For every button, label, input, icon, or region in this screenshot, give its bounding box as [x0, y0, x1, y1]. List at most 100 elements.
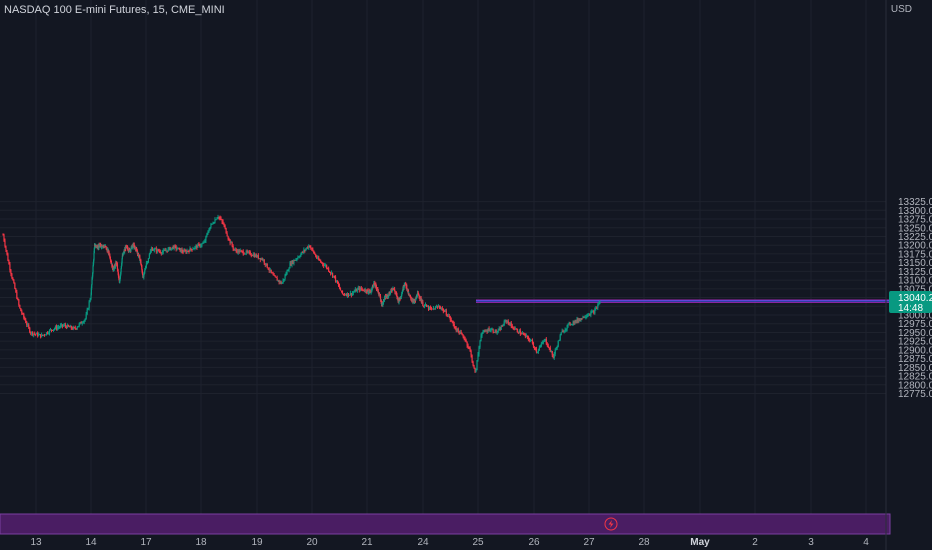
candle-body: [258, 258, 260, 259]
candle-body: [481, 333, 483, 336]
candle-body: [186, 250, 188, 253]
candle-body: [168, 247, 170, 249]
candle-body: [520, 333, 522, 335]
candle-body: [69, 326, 71, 328]
candle-body: [153, 248, 155, 251]
candle-body: [355, 289, 357, 292]
candle-body: [271, 272, 273, 274]
candle-body: [246, 251, 248, 253]
candle-body: [292, 261, 294, 264]
candle-body: [322, 262, 324, 265]
candle-body: [65, 326, 67, 328]
candle-body: [196, 245, 198, 248]
candle-body: [439, 306, 441, 309]
price-tick-label: 13125.00: [898, 267, 932, 278]
candle-body: [363, 290, 365, 292]
candle-body: [536, 351, 539, 353]
candle-body: [223, 223, 225, 226]
candle-body: [361, 289, 363, 291]
candle-body: [505, 320, 507, 322]
candle-body: [34, 333, 36, 335]
candle-body: [360, 287, 362, 290]
candle-body: [527, 336, 529, 340]
time-axis[interactable]: 13 14 17 18 19 20 21 24 25 26 27 28 May 2 3 4: [30, 537, 869, 548]
candle-body: [66, 324, 68, 328]
candle-body: [471, 355, 473, 362]
candle-body: [23, 313, 25, 318]
candle-body: [538, 347, 540, 351]
candle-body: [448, 315, 450, 317]
candle-body: [59, 325, 62, 328]
candle-body: [480, 335, 482, 341]
candle-body: [479, 340, 481, 348]
candle-body: [235, 249, 237, 251]
candle-body: [38, 334, 40, 336]
price-levels: [476, 299, 890, 303]
symbol-exchange: CME_MINI: [170, 4, 225, 16]
candle-body: [577, 319, 579, 322]
candle-body: [310, 247, 312, 249]
candle-body: [440, 308, 442, 310]
candle-body: [7, 254, 9, 261]
candle-body: [318, 257, 320, 260]
candle-body: [528, 339, 531, 341]
candle-body: [147, 258, 150, 263]
candle-body: [8, 260, 10, 265]
candle-body: [177, 247, 179, 249]
candle-body: [27, 324, 29, 326]
candle-body: [463, 336, 465, 339]
candle-body: [532, 343, 535, 347]
price-tick-label: 13225.00: [898, 232, 932, 243]
candle-body: [11, 273, 13, 278]
candle-body: [405, 282, 407, 285]
candle-body: [2, 234, 4, 236]
candle-body: [214, 219, 216, 223]
candle-body: [36, 333, 38, 335]
candle-body: [416, 296, 418, 298]
candle-body: [41, 334, 43, 338]
candle-body: [117, 270, 119, 273]
candle-body: [50, 329, 53, 331]
lightning-bolt-button[interactable]: [604, 517, 618, 531]
candle-body: [297, 257, 299, 259]
candle-body: [277, 280, 279, 282]
candle-body: [441, 308, 443, 310]
candle-body: [398, 299, 400, 303]
candle-body: [165, 250, 167, 252]
candle-body: [286, 270, 288, 275]
candle-body: [289, 263, 291, 269]
candle-body: [359, 287, 361, 291]
candle-body: [145, 265, 147, 269]
candle-body: [540, 343, 542, 346]
candle-body: [304, 249, 306, 251]
candle-body: [580, 318, 582, 321]
candle-body: [252, 254, 254, 256]
symbol-interval: 15: [152, 4, 165, 16]
candle-body: [345, 294, 348, 296]
candle-body: [133, 244, 135, 247]
candle-body: [383, 296, 386, 300]
candle-body: [92, 266, 94, 273]
candle-body: [17, 298, 19, 300]
candle-body: [358, 287, 360, 291]
currency-label[interactable]: USD: [890, 4, 912, 15]
candle-body: [433, 308, 436, 310]
symbol-title[interactable]: NASDAQ 100 E-mini Futures, 15, CME_MINI: [4, 4, 225, 16]
candle-body: [590, 312, 592, 316]
candles: [2, 214, 601, 373]
candle-body: [112, 270, 115, 271]
candle-body: [537, 350, 539, 352]
candle-body: [77, 325, 79, 328]
candle-body: [112, 267, 114, 271]
candle-body: [197, 244, 199, 248]
candle-body: [146, 262, 149, 264]
candle-body: [57, 327, 60, 329]
price-tick-label: 12975.00: [898, 319, 932, 330]
candle-body: [89, 298, 91, 302]
candle-body: [188, 250, 190, 252]
candle-body: [30, 332, 32, 334]
candle-body: [514, 328, 516, 330]
